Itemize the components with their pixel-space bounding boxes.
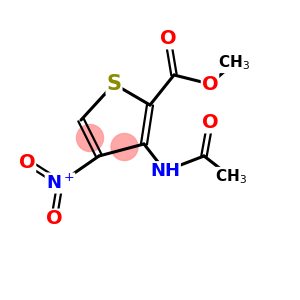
Text: S: S: [106, 74, 122, 94]
Text: O: O: [202, 113, 218, 133]
Text: O: O: [160, 29, 176, 49]
Text: NH: NH: [150, 162, 180, 180]
Text: N$^+$: N$^+$: [46, 173, 74, 193]
Text: O: O: [46, 209, 62, 229]
Text: CH$_3$: CH$_3$: [218, 54, 250, 72]
Circle shape: [111, 134, 138, 160]
Text: CH$_3$: CH$_3$: [215, 168, 247, 186]
Text: O: O: [202, 74, 218, 94]
Text: O: O: [19, 152, 35, 172]
Circle shape: [76, 124, 103, 152]
